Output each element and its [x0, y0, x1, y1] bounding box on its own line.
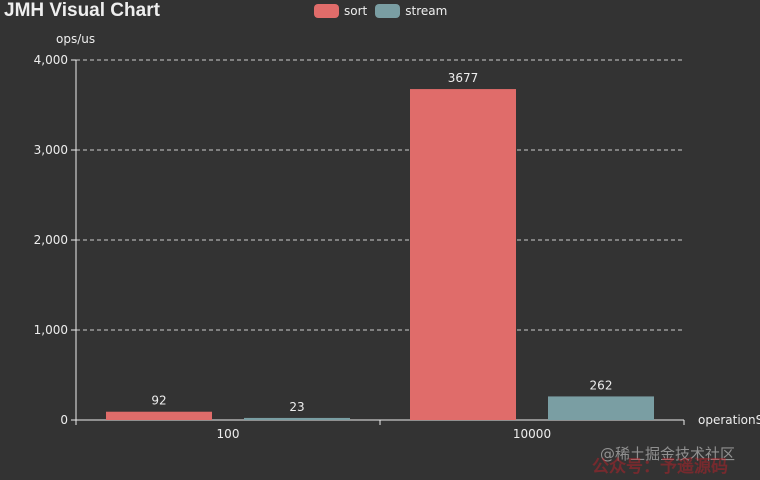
chart-title: JMH Visual Chart [4, 0, 160, 21]
data-label: 3677 [448, 71, 479, 85]
legend: sort stream [314, 4, 447, 18]
bar-stream [244, 417, 350, 420]
x-tick-label: 100 [217, 427, 240, 441]
y-tick-label: 4,000 [34, 53, 68, 67]
legend-label: sort [344, 4, 368, 18]
watermark-text: @稀土掘金技术社区 [600, 445, 736, 463]
legend-swatch [314, 4, 339, 18]
data-label: 262 [590, 378, 613, 392]
legend-item-stream[interactable]: stream [375, 4, 447, 18]
y-tick-label: 1,000 [34, 323, 68, 337]
bar-stream [548, 396, 654, 420]
legend-swatch [375, 4, 401, 18]
data-label: 23 [289, 400, 304, 414]
y-tick-label: 2,000 [34, 233, 68, 247]
watermark-text-2: 公众号：予遥源码 [592, 457, 728, 477]
legend-item-sort[interactable]: sort [314, 4, 367, 18]
x-tick-label: 10000 [513, 427, 551, 441]
bar-sort [410, 89, 516, 420]
data-label: 92 [151, 394, 166, 408]
legend-label: stream [405, 4, 448, 18]
bar-sort [106, 411, 212, 420]
y-tick-label: 3,000 [34, 143, 68, 157]
y-tick-label: 0 [60, 413, 68, 427]
y-axis-label: ops/us [56, 32, 95, 46]
x-axis-label: operationS [698, 413, 760, 427]
